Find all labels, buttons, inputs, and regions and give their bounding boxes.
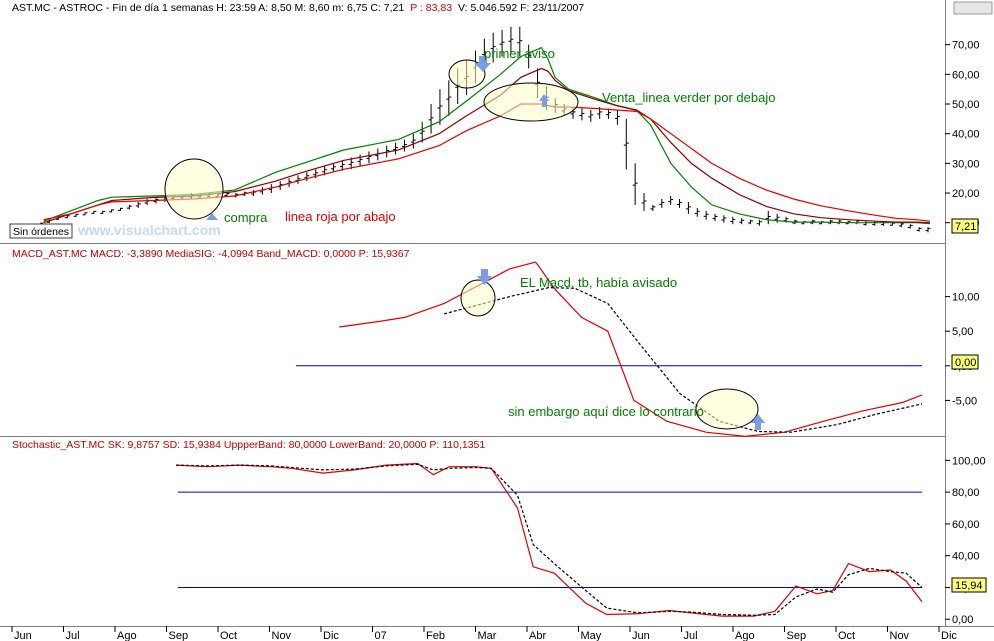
y-tick-label: 60,00 <box>952 519 980 531</box>
y-tick-label: 70,00 <box>952 40 980 52</box>
macd-lines <box>296 261 923 438</box>
buy-arrow-icon <box>206 213 218 220</box>
primer-aviso-text: primer aviso <box>484 46 555 61</box>
stoch-badge-text: 15,94 <box>955 580 983 592</box>
sin-embargo-text: sin embargo aquí dice lo contrario <box>508 404 704 419</box>
y-tick-label: 30,00 <box>952 158 980 170</box>
sell-circle <box>483 82 579 122</box>
y-tick-label: 80,00 <box>952 487 980 499</box>
x-tick-label: Nov <box>272 630 292 641</box>
venta-text: Venta_linea verder por debajo <box>602 90 775 105</box>
x-tick-label: Jun <box>632 630 650 641</box>
y-tick-label: 60,00 <box>952 69 980 81</box>
stoch-header: Stochastic_AST.MC SK: 9,8757 SD: 15,9384… <box>12 439 485 451</box>
x-tick-label: Jul <box>684 630 698 641</box>
window-controls[interactable] <box>953 1 993 15</box>
last-price-badge-text: 7,21 <box>955 221 976 233</box>
price-header: AST.MC - ASTROC - Fin de día 1 semanas H… <box>12 2 584 14</box>
x-axis: Jun Jul Ago Sep Oct Nov Dic 07 Feb Mar Abr May Jun Ju… <box>0 626 994 641</box>
compra-text: compra <box>224 210 268 225</box>
macd-up-arrow-icon <box>751 414 765 430</box>
stoch-lines <box>175 462 923 617</box>
macd-series-MediaSIG <box>443 286 923 433</box>
y-tick-label: 20,00 <box>952 188 980 200</box>
y-tick-label: -5,00 <box>952 395 977 407</box>
y-tick-label: 10,00 <box>952 292 980 304</box>
macd-panel: MACD_AST.MC MACD: -3,3890 MediaSIG: -4,0… <box>0 246 980 438</box>
first-warning-circle <box>448 59 486 89</box>
sin-ordenes-button[interactable] <box>9 223 73 239</box>
buy-circle <box>164 158 224 220</box>
macd-header: MACD_AST.MC MACD: -3,3890 MediaSIG: -4,0… <box>12 248 410 260</box>
price-panel: AST.MC - ASTROC - Fin de día 1 semanas H… <box>0 0 994 626</box>
x-tick-label: Jun <box>14 630 32 641</box>
x-tick-label: Dic <box>323 630 339 641</box>
y-tick-label: 40,00 <box>952 551 980 563</box>
y-tick-label: 100,00 <box>952 455 986 467</box>
stoch-badge <box>951 577 987 593</box>
x-tick-label: 07 <box>375 630 387 641</box>
stoch-series-SD <box>175 463 923 616</box>
x-tick-label: Jul <box>66 630 80 641</box>
x-tick-label: May <box>581 630 602 641</box>
macd-contrary-circle <box>695 388 759 430</box>
watermark: www.visualchart.com <box>77 222 221 238</box>
macd-warning-circle <box>460 279 496 317</box>
x-tick-label: Sep <box>787 630 807 641</box>
annotations: primer aviso Venta_linea verder por deba… <box>164 46 775 430</box>
x-tick-label: Nov <box>890 630 910 641</box>
macd-zero-badge <box>951 354 979 370</box>
first-warning-arrow-icon <box>475 56 491 72</box>
y-tick-label: 5,00 <box>952 326 973 338</box>
x-tick-label: Sep <box>169 630 189 641</box>
x-tick-label: Ago <box>117 630 137 641</box>
x-tick-label: Abr <box>529 630 546 641</box>
x-tick-label: Mar <box>478 630 497 641</box>
linea-roja-text: linea roja por abajo <box>285 209 396 224</box>
last-price-badge <box>951 218 979 234</box>
x-tick-label: Oct <box>838 630 855 641</box>
macd-aviso-text: EL Macd, tb, había avisado <box>520 275 677 290</box>
macd-zero-badge-text: 0,00 <box>955 357 976 369</box>
sell-arrow-icon <box>539 94 549 107</box>
macd-series-MACD <box>339 261 923 438</box>
x-tick-label: Ago <box>735 630 755 641</box>
y-tick-label: 0,00 <box>952 614 973 626</box>
x-tick-label: Oct <box>220 630 237 641</box>
macd-down-arrow-icon <box>477 269 492 285</box>
sin-ordenes-label: Sin órdenes <box>13 226 69 238</box>
x-tick-label: Dic <box>941 630 957 641</box>
x-tick-label: Feb <box>426 630 445 641</box>
y-tick-label: 50,00 <box>952 99 980 111</box>
stochastic-panel: Stochastic_AST.MC SK: 9,8757 SD: 15,9384… <box>0 438 987 626</box>
y-tick-label: 40,00 <box>952 129 980 141</box>
